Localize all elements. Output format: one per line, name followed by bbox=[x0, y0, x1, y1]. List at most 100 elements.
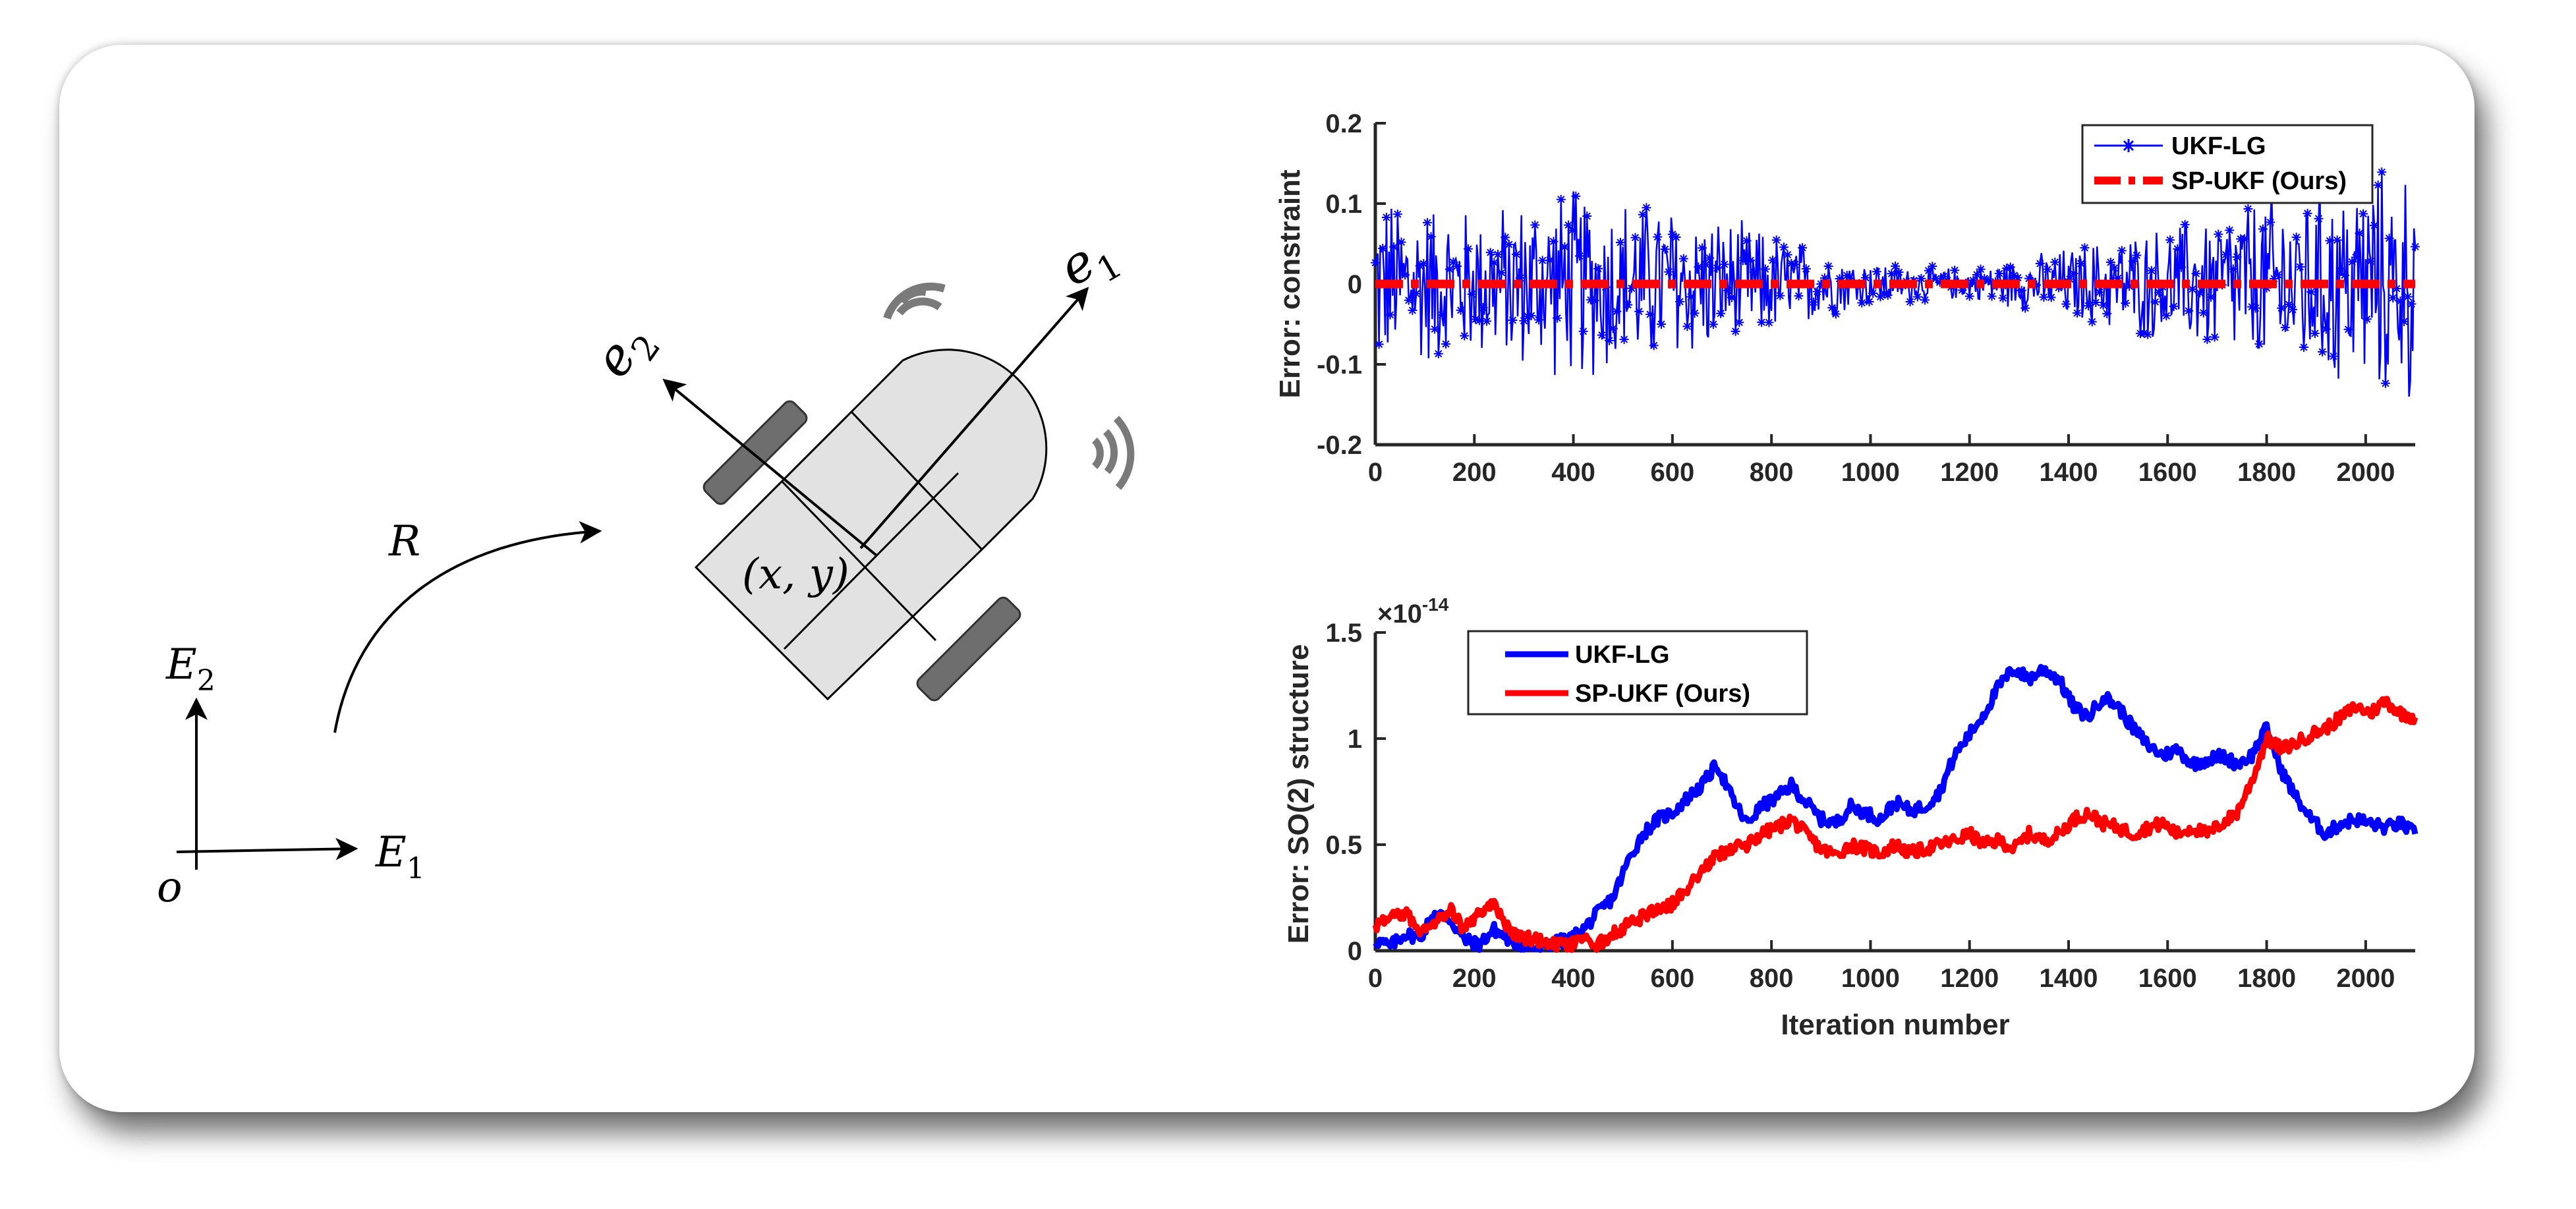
marker bbox=[1445, 264, 1454, 274]
axis-e2-arrow bbox=[662, 378, 878, 557]
x-tick-label: 1400 bbox=[2040, 458, 2098, 487]
marker bbox=[1634, 306, 1644, 316]
marker bbox=[1957, 285, 1967, 295]
marker bbox=[2009, 270, 2019, 280]
legend-label-ukf-lg: UKF-LG bbox=[2171, 132, 2266, 160]
robot-crossbar-1 bbox=[850, 410, 983, 551]
marker bbox=[1426, 232, 1436, 242]
marker bbox=[2113, 273, 2123, 283]
marker bbox=[1697, 243, 1707, 253]
marker bbox=[2395, 296, 2405, 306]
marker bbox=[2280, 323, 2290, 333]
marker bbox=[1879, 289, 1889, 298]
marker bbox=[2325, 236, 2335, 246]
marker bbox=[2184, 306, 2194, 316]
marker bbox=[1705, 253, 1715, 263]
marker bbox=[1501, 233, 1510, 242]
marker bbox=[1794, 291, 1804, 301]
marker bbox=[2239, 234, 2249, 244]
marker bbox=[2221, 250, 2231, 260]
marker bbox=[2098, 300, 2108, 310]
marker bbox=[1924, 266, 1933, 275]
marker bbox=[1723, 285, 1733, 295]
marker bbox=[2191, 269, 2201, 279]
marker bbox=[1597, 330, 1607, 340]
marker bbox=[1931, 273, 1941, 283]
marker bbox=[1385, 310, 1395, 320]
marker bbox=[1437, 310, 1447, 320]
marker bbox=[2314, 213, 2324, 223]
marker bbox=[2032, 280, 2042, 290]
marker bbox=[2247, 302, 2257, 312]
label-E1: E1 bbox=[375, 828, 425, 886]
signal-icon-top bbox=[883, 282, 946, 320]
marker bbox=[2347, 257, 2357, 267]
marker bbox=[1560, 242, 1570, 252]
y-tick-label: 0 bbox=[1348, 270, 1362, 299]
marker bbox=[1504, 240, 1514, 250]
marker bbox=[2269, 273, 2279, 283]
marker bbox=[2046, 293, 2056, 302]
x-tick-label: 2000 bbox=[2336, 964, 2395, 993]
marker bbox=[1422, 217, 1432, 227]
marker bbox=[2362, 314, 2372, 324]
marker bbox=[1823, 261, 1833, 271]
marker bbox=[1987, 291, 1997, 301]
marker bbox=[1883, 291, 1893, 300]
chart-so2-structure: 0 200 400 600 800 1000 1200 1400 1600 1800 2000 0 0.… bbox=[1282, 594, 2419, 1041]
y-tick-label: 0.5 bbox=[1325, 831, 1362, 860]
marker bbox=[1549, 237, 1559, 246]
marker bbox=[1515, 273, 1525, 283]
marker bbox=[1868, 289, 1878, 298]
marker bbox=[1968, 275, 1978, 285]
marker bbox=[2351, 252, 2361, 262]
marker bbox=[2332, 235, 2342, 245]
marker bbox=[1389, 242, 1399, 252]
marker bbox=[1463, 244, 1473, 254]
marker bbox=[1615, 237, 1625, 247]
marker bbox=[1675, 296, 1685, 306]
marker bbox=[1415, 261, 1425, 271]
marker bbox=[1912, 292, 1922, 302]
marker bbox=[2161, 311, 2171, 321]
marker bbox=[1816, 279, 1826, 289]
marker bbox=[2061, 299, 2071, 309]
marker bbox=[2091, 297, 2101, 307]
marker bbox=[1831, 309, 1841, 319]
marker bbox=[1392, 210, 1402, 219]
marker bbox=[2403, 292, 2413, 302]
marker bbox=[1619, 335, 1629, 345]
y-tick-label: -0.2 bbox=[1317, 431, 1362, 460]
marker bbox=[1708, 320, 1718, 329]
marker bbox=[1508, 316, 1518, 325]
marker bbox=[2198, 308, 2208, 318]
signal-icon-right bbox=[1091, 416, 1135, 490]
y-tick-label: 0 bbox=[1348, 937, 1362, 966]
marker bbox=[1664, 267, 1674, 277]
marker bbox=[2180, 219, 2190, 229]
marker bbox=[1760, 264, 1770, 274]
marker bbox=[2017, 285, 2026, 295]
marker bbox=[1381, 212, 1391, 222]
marker bbox=[2254, 339, 2264, 349]
marker bbox=[2005, 262, 2015, 272]
legend-label-sp-ukf: SP-UKF (Ours) bbox=[1575, 680, 1750, 708]
marker bbox=[1646, 310, 1655, 320]
marker bbox=[1690, 308, 1700, 318]
marker bbox=[2373, 180, 2383, 190]
marker bbox=[1578, 326, 1588, 336]
marker bbox=[1716, 308, 1726, 318]
y-tick-label: 1.5 bbox=[1325, 619, 1362, 648]
label-origin: o bbox=[157, 863, 183, 912]
marker bbox=[1935, 277, 1945, 287]
chart-constraint: 0 200 400 600 800 1000 1200 1400 1600 1800 2000 -0.… bbox=[1274, 109, 2420, 487]
y-axis-label: Error: constraint bbox=[1274, 169, 1306, 399]
marker bbox=[1950, 266, 1960, 275]
x-tick-label: 1200 bbox=[1940, 458, 1999, 487]
marker bbox=[1798, 243, 1808, 253]
marker bbox=[1682, 322, 1692, 331]
marker bbox=[1556, 194, 1566, 204]
marker bbox=[1656, 320, 1666, 329]
marker bbox=[1467, 289, 1477, 299]
marker bbox=[2132, 250, 2142, 260]
